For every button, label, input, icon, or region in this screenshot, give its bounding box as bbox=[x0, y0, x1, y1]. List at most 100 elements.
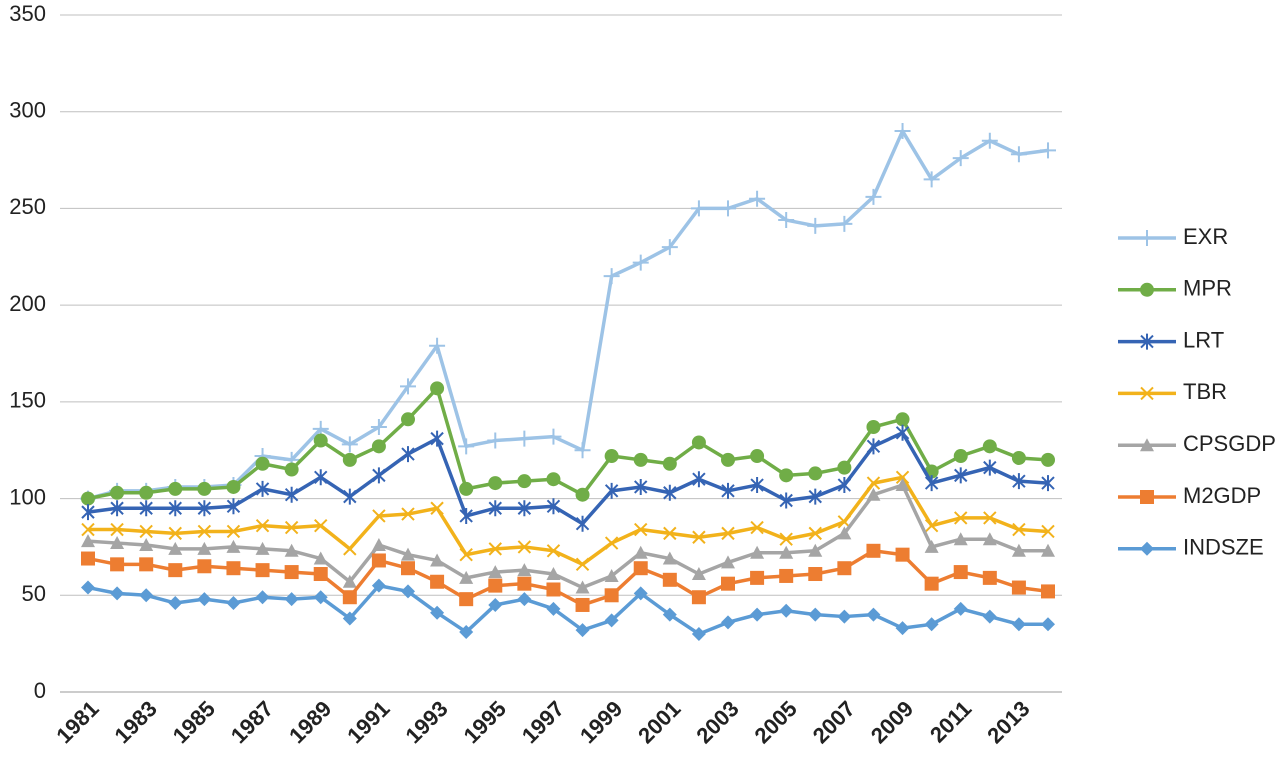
marker bbox=[1010, 146, 1027, 163]
marker bbox=[953, 565, 968, 580]
marker bbox=[341, 436, 358, 453]
marker bbox=[661, 239, 678, 256]
marker bbox=[459, 570, 474, 584]
series bbox=[81, 478, 1055, 594]
marker bbox=[721, 482, 735, 499]
marker bbox=[603, 268, 620, 285]
marker bbox=[691, 590, 706, 605]
marker bbox=[343, 488, 357, 505]
marker bbox=[226, 561, 241, 576]
y-tick-label: 350 bbox=[9, 1, 46, 26]
marker bbox=[604, 588, 619, 603]
marker bbox=[575, 623, 590, 638]
marker bbox=[284, 462, 299, 477]
marker bbox=[342, 574, 357, 588]
marker bbox=[197, 559, 212, 574]
marker bbox=[924, 576, 939, 591]
marker bbox=[168, 526, 182, 541]
marker bbox=[575, 487, 590, 502]
marker bbox=[371, 439, 386, 454]
marker bbox=[458, 438, 475, 455]
marker bbox=[691, 626, 706, 641]
y-tick-label: 50 bbox=[22, 581, 46, 606]
x-tick-label: 2007 bbox=[808, 696, 860, 748]
marker bbox=[952, 150, 969, 167]
series bbox=[81, 470, 1055, 572]
series-line bbox=[87, 386, 1049, 501]
marker bbox=[255, 456, 270, 471]
x-tick-label: 1991 bbox=[342, 696, 394, 748]
marker bbox=[720, 200, 736, 217]
marker bbox=[517, 500, 532, 517]
marker bbox=[459, 592, 474, 607]
marker bbox=[779, 492, 793, 509]
marker bbox=[923, 171, 940, 188]
marker bbox=[110, 586, 125, 601]
marker bbox=[575, 580, 590, 594]
marker bbox=[808, 466, 823, 481]
marker bbox=[546, 498, 561, 515]
series-line bbox=[87, 431, 1049, 526]
marker bbox=[1139, 230, 1155, 246]
marker bbox=[1041, 524, 1055, 539]
marker bbox=[372, 509, 386, 523]
marker bbox=[342, 590, 357, 605]
marker bbox=[953, 532, 968, 546]
marker bbox=[575, 515, 590, 532]
marker bbox=[546, 472, 561, 487]
marker bbox=[924, 518, 939, 533]
marker bbox=[401, 584, 415, 599]
legend-label: TBR bbox=[1183, 379, 1227, 404]
marker bbox=[1012, 473, 1026, 490]
marker bbox=[139, 588, 154, 603]
series bbox=[81, 381, 1055, 506]
y-tick-label: 300 bbox=[9, 98, 46, 123]
marker bbox=[837, 477, 852, 494]
marker bbox=[982, 609, 997, 624]
marker bbox=[401, 507, 415, 521]
x-tick-label: 2001 bbox=[633, 696, 685, 748]
marker bbox=[866, 487, 881, 501]
series-line bbox=[87, 549, 1049, 607]
marker bbox=[516, 430, 533, 447]
marker bbox=[662, 456, 677, 471]
marker bbox=[633, 545, 648, 559]
marker bbox=[487, 432, 504, 449]
marker bbox=[545, 428, 562, 445]
marker bbox=[459, 547, 473, 562]
marker bbox=[982, 570, 997, 585]
legend-label: LRT bbox=[1183, 327, 1224, 352]
x-tick-label: 1999 bbox=[575, 696, 627, 748]
marker bbox=[284, 565, 299, 580]
marker bbox=[81, 580, 95, 595]
marker bbox=[836, 215, 853, 232]
marker bbox=[313, 551, 328, 565]
marker bbox=[808, 526, 822, 541]
marker bbox=[779, 568, 794, 583]
marker bbox=[370, 419, 387, 436]
marker bbox=[837, 609, 852, 624]
marker bbox=[865, 188, 882, 205]
marker bbox=[632, 254, 649, 271]
x-tick-label: 1993 bbox=[400, 696, 452, 748]
x-tick-label: 2005 bbox=[750, 696, 802, 748]
marker bbox=[750, 607, 765, 622]
marker bbox=[954, 467, 968, 484]
marker bbox=[517, 576, 532, 591]
legend-label: INDSZE bbox=[1183, 535, 1264, 560]
legend-label: EXR bbox=[1183, 224, 1228, 249]
marker bbox=[691, 567, 706, 581]
marker bbox=[692, 530, 706, 544]
marker bbox=[837, 460, 852, 475]
marker bbox=[1140, 282, 1154, 297]
x-tick-label: 2013 bbox=[982, 696, 1034, 748]
marker bbox=[750, 477, 764, 494]
marker bbox=[226, 498, 241, 515]
marker bbox=[895, 621, 910, 636]
marker bbox=[517, 474, 532, 489]
marker bbox=[488, 597, 503, 612]
marker bbox=[866, 543, 881, 558]
marker bbox=[459, 481, 474, 496]
marker bbox=[430, 501, 444, 515]
marker bbox=[139, 557, 154, 572]
